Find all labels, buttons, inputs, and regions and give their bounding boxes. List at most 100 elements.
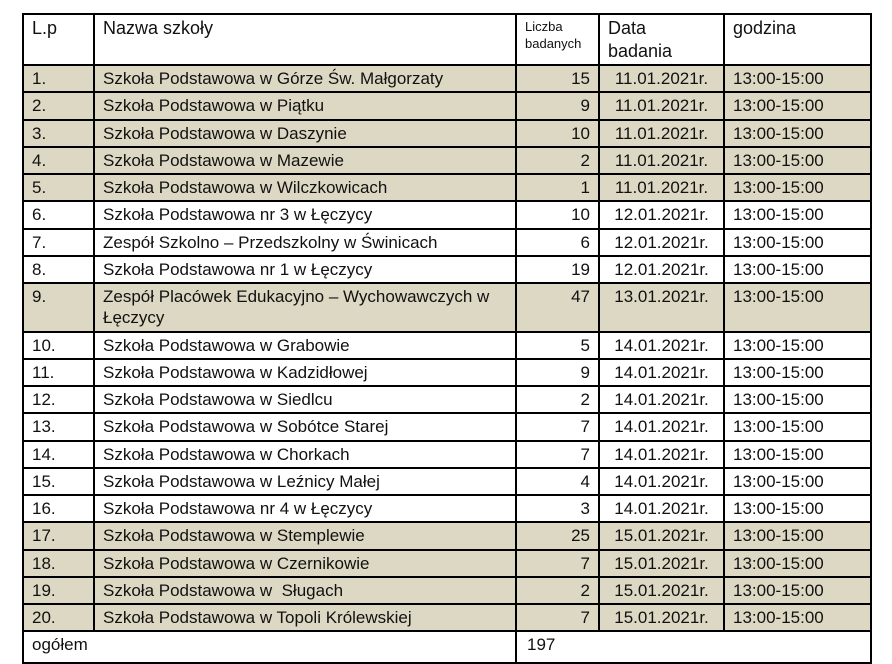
column-header-school-name: Nazwa szkoły — [93, 13, 517, 66]
exam-date-cell: 15.01.2021r. — [598, 521, 725, 551]
school-name-cell: Szkoła Podstawowa w Sługach — [93, 575, 517, 606]
school-name-cell: Szkoła Podstawowa w Wilczkowicach — [93, 172, 517, 203]
table-row: 19. Szkoła Podstawowa w Sługach 2 15.01.… — [22, 575, 872, 606]
time-cell: 13:00-15:00 — [723, 412, 872, 442]
school-name-cell: Szkoła Podstawowa w Górze Św. Małgorzaty — [93, 63, 517, 94]
row-number-cell: 8. — [22, 254, 95, 285]
tested-count-cell: 1 — [515, 172, 600, 203]
row-number-cell: 20. — [22, 602, 95, 633]
school-name-cell: Szkoła Podstawowa w Sobótce Starej — [93, 412, 517, 442]
table-row: 8. Szkoła Podstawowa nr 1 w Łęczycy 19 1… — [22, 254, 872, 285]
table-row: 3. Szkoła Podstawowa w Daszynie 10 11.01… — [22, 118, 872, 148]
school-name-cell: Szkoła Podstawowa nr 3 w Łęczycy — [93, 200, 517, 230]
time-cell: 13:00-15:00 — [723, 63, 872, 94]
school-name-cell: Szkoła Podstawowa w Siedlcu — [93, 384, 517, 415]
exam-date-cell: 11.01.2021r. — [598, 118, 725, 148]
row-number-cell: 5. — [22, 172, 95, 203]
table-row: 17. Szkoła Podstawowa w Stemplewie 25 15… — [22, 521, 872, 551]
row-number-cell: 18. — [22, 548, 95, 578]
row-number-cell: 6. — [22, 200, 95, 230]
document-page: L.p Nazwa szkoły Liczba badanych Data ba… — [22, 13, 872, 664]
row-number-cell: 19. — [22, 575, 95, 606]
total-label: ogółem — [22, 630, 517, 664]
tested-count-cell: 2 — [515, 145, 600, 176]
school-name-cell: Szkoła Podstawowa w Topoli Królewskiej — [93, 602, 517, 633]
row-number-cell: 16. — [22, 493, 95, 524]
time-cell: 13:00-15:00 — [723, 548, 872, 578]
row-number-cell: 14. — [22, 439, 95, 469]
tested-count-cell: 7 — [515, 412, 600, 442]
row-number-cell: 10. — [22, 330, 95, 360]
table-row: 15. Szkoła Podstawowa w Leźnicy Małej 4 … — [22, 466, 872, 497]
time-cell: 13:00-15:00 — [723, 439, 872, 469]
tested-count-cell: 19 — [515, 254, 600, 285]
school-name-cell: Szkoła Podstawowa w Grabowie — [93, 330, 517, 360]
tested-count-cell: 2 — [515, 384, 600, 415]
table-header-row: L.p Nazwa szkoły Liczba badanych Data ba… — [22, 13, 872, 66]
table-row: 1. Szkoła Podstawowa w Górze Św. Małgorz… — [22, 63, 872, 94]
time-cell: 13:00-15:00 — [723, 254, 872, 285]
time-cell: 13:00-15:00 — [723, 330, 872, 360]
exam-date-cell: 14.01.2021r. — [598, 466, 725, 497]
time-cell: 13:00-15:00 — [723, 118, 872, 148]
time-cell: 13:00-15:00 — [723, 357, 872, 388]
row-number-cell: 3. — [22, 118, 95, 148]
exam-date-cell: 14.01.2021r. — [598, 357, 725, 388]
table-row: 7. Zespół Szkolno – Przedszkolny w Świni… — [22, 227, 872, 257]
exam-date-cell: 15.01.2021r. — [598, 575, 725, 606]
exam-date-cell: 11.01.2021r. — [598, 63, 725, 94]
column-header-time: godzina — [723, 13, 872, 66]
schools-schedule-table: L.p Nazwa szkoły Liczba badanych Data ba… — [22, 13, 872, 664]
time-cell: 13:00-15:00 — [723, 493, 872, 524]
row-number-cell: 11. — [22, 357, 95, 388]
school-name-cell: Zespół Placówek Edukacyjno – Wychowawczy… — [93, 282, 517, 333]
exam-date-cell: 14.01.2021r. — [598, 439, 725, 469]
tested-count-cell: 3 — [515, 493, 600, 524]
school-name-cell: Szkoła Podstawowa w Stemplewie — [93, 521, 517, 551]
table-row: 20. Szkoła Podstawowa w Topoli Królewski… — [22, 602, 872, 633]
exam-date-cell: 15.01.2021r. — [598, 602, 725, 633]
time-cell: 13:00-15:00 — [723, 521, 872, 551]
table-row: 11. Szkoła Podstawowa w Kadzidłowej 9 14… — [22, 357, 872, 388]
time-cell: 13:00-15:00 — [723, 384, 872, 415]
tested-count-cell: 47 — [515, 282, 600, 333]
tested-count-cell: 2 — [515, 575, 600, 606]
row-number-cell: 15. — [22, 466, 95, 497]
table-row: 4. Szkoła Podstawowa w Mazewie 2 11.01.2… — [22, 145, 872, 176]
tested-count-cell: 9 — [515, 357, 600, 388]
table-row: 2. Szkoła Podstawowa w Piątku 9 11.01.20… — [22, 91, 872, 121]
total-value: 197 — [515, 630, 872, 664]
row-number-cell: 12. — [22, 384, 95, 415]
exam-date-cell: 11.01.2021r. — [598, 91, 725, 121]
column-header-tested-count: Liczba badanych — [515, 13, 600, 66]
tested-count-cell: 7 — [515, 602, 600, 633]
school-name-cell: Zespół Szkolno – Przedszkolny w Świnicac… — [93, 227, 517, 257]
exam-date-cell: 14.01.2021r. — [598, 493, 725, 524]
tested-count-cell: 7 — [515, 439, 600, 469]
school-name-cell: Szkoła Podstawowa w Daszynie — [93, 118, 517, 148]
row-number-cell: 4. — [22, 145, 95, 176]
table-row: 13. Szkoła Podstawowa w Sobótce Starej 7… — [22, 412, 872, 442]
time-cell: 13:00-15:00 — [723, 91, 872, 121]
table-footer-row: ogółem 197 — [22, 630, 872, 664]
school-name-cell: Szkoła Podstawowa w Leźnicy Małej — [93, 466, 517, 497]
exam-date-cell: 14.01.2021r. — [598, 384, 725, 415]
time-cell: 13:00-15:00 — [723, 466, 872, 497]
row-number-cell: 9. — [22, 282, 95, 333]
tested-count-cell: 10 — [515, 200, 600, 230]
tested-count-cell: 9 — [515, 91, 600, 121]
tested-count-cell: 5 — [515, 330, 600, 360]
row-number-cell: 1. — [22, 63, 95, 94]
column-header-exam-date: Data badania — [598, 13, 725, 66]
table-row: 6. Szkoła Podstawowa nr 3 w Łęczycy 10 1… — [22, 200, 872, 230]
row-number-cell: 17. — [22, 521, 95, 551]
exam-date-cell: 12.01.2021r. — [598, 200, 725, 230]
time-cell: 13:00-15:00 — [723, 602, 872, 633]
time-cell: 13:00-15:00 — [723, 172, 872, 203]
exam-date-cell: 12.01.2021r. — [598, 254, 725, 285]
row-number-cell: 7. — [22, 227, 95, 257]
school-name-cell: Szkoła Podstawowa w Kadzidłowej — [93, 357, 517, 388]
time-cell: 13:00-15:00 — [723, 227, 872, 257]
table-row: 9. Zespół Placówek Edukacyjno – Wychowaw… — [22, 282, 872, 333]
school-name-cell: Szkoła Podstawowa w Mazewie — [93, 145, 517, 176]
